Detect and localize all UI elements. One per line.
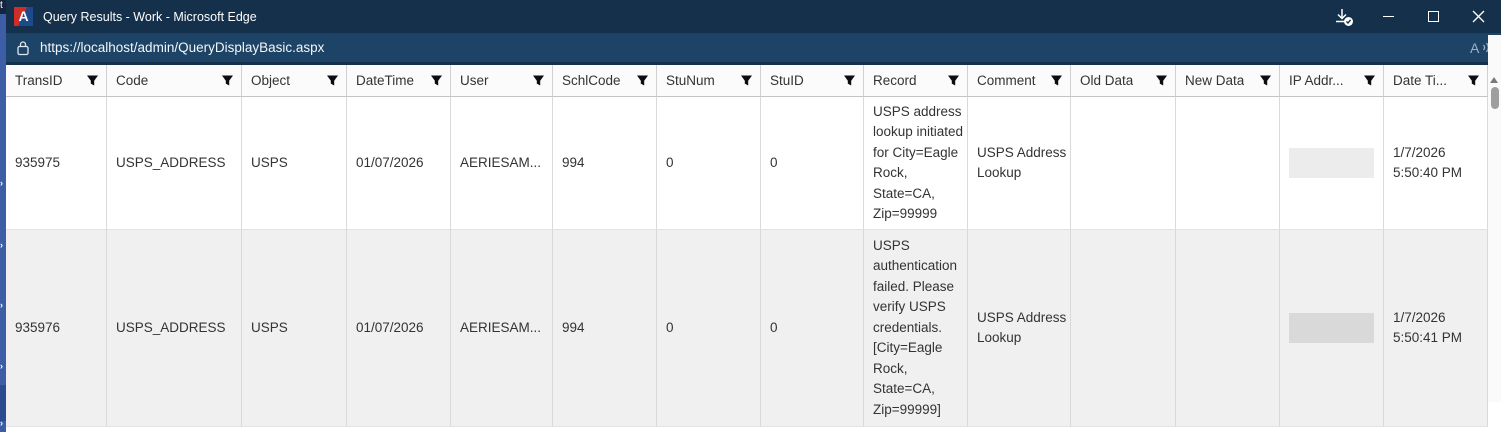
filter-icon[interactable] <box>947 74 960 87</box>
filter-icon[interactable] <box>1467 74 1480 87</box>
cell-transid: 935976 <box>6 230 107 427</box>
cell-dateti: 1/7/2026 5:50:40 PM <box>1384 97 1488 230</box>
filter-icon[interactable] <box>636 74 649 87</box>
cell-newdata <box>1176 230 1280 427</box>
edge-window: A Query Results - Work - Microsoft Edge <box>6 0 1501 432</box>
column-header-dateti[interactable]: Date Ti... <box>1384 65 1488 97</box>
filter-icon[interactable] <box>430 74 443 87</box>
cell-schlcode: 994 <box>553 230 657 427</box>
cell-datetime: 01/07/2026 <box>347 230 451 427</box>
cell-record: USPS authentication failed. Please verif… <box>864 230 968 427</box>
url-text[interactable]: https://localhost/admin/QueryDisplayBasi… <box>40 40 325 55</box>
cell-stunum: 0 <box>657 230 761 427</box>
background-strip-segment <box>0 385 6 421</box>
filter-icon[interactable] <box>326 74 339 87</box>
filter-icon[interactable] <box>1050 74 1063 87</box>
column-header-comment[interactable]: Comment <box>968 65 1071 97</box>
column-header-stuid[interactable]: StuID <box>761 65 864 97</box>
scrollbar-thumb[interactable] <box>1490 87 1499 109</box>
cell-schlcode: 994 <box>553 97 657 230</box>
background-window-text: t <box>0 0 6 14</box>
cell-dateti: 1/7/2026 5:50:41 PM <box>1384 230 1488 427</box>
column-header-transid[interactable]: TransID <box>6 65 107 97</box>
filter-icon[interactable] <box>1155 74 1168 87</box>
expand-chevron-icon[interactable]: › <box>0 178 3 188</box>
column-header-object[interactable]: Object <box>242 65 347 97</box>
column-header-schlcode[interactable]: SchlCode <box>553 65 657 97</box>
cell-user: AERIESAM... <box>451 97 553 230</box>
filter-icon[interactable] <box>221 74 234 87</box>
redacted-ip-block <box>1289 148 1374 178</box>
column-header-olddata[interactable]: Old Data <box>1071 65 1176 97</box>
cell-code: USPS_ADDRESS <box>107 97 242 230</box>
cell-stuid: 0 <box>761 230 864 427</box>
window-title: Query Results - Work - Microsoft Edge <box>43 9 257 24</box>
cell-stuid: 0 <box>761 97 864 230</box>
cell-object: USPS <box>242 230 347 427</box>
cell-code: USPS_ADDRESS <box>107 230 242 427</box>
cell-transid: 935975 <box>6 97 107 230</box>
redacted-ip-block <box>1289 313 1374 343</box>
filter-icon[interactable] <box>86 74 99 87</box>
column-header-newdata[interactable]: New Data <box>1176 65 1280 97</box>
filter-icon[interactable] <box>1259 74 1272 87</box>
cell-comment: USPS Address Lookup <box>968 97 1071 230</box>
close-icon <box>1472 10 1485 23</box>
expand-chevron-icon[interactable]: › <box>0 300 3 310</box>
background-window-edge: t › › › › › <box>0 0 6 432</box>
expand-chevron-icon[interactable]: › <box>0 361 3 371</box>
column-header-datetime[interactable]: DateTime <box>347 65 451 97</box>
maximize-button[interactable] <box>1411 0 1456 33</box>
vertical-scrollbar[interactable] <box>1488 35 1501 402</box>
aeries-favicon-icon: A <box>14 7 33 26</box>
cell-comment: USPS Address Lookup <box>968 230 1071 427</box>
cell-olddata <box>1071 230 1176 427</box>
column-header-record[interactable]: Record <box>864 65 968 97</box>
svg-text:A: A <box>1470 40 1480 56</box>
column-header-ipaddr[interactable]: IP Addr... <box>1280 65 1384 97</box>
expand-chevron-icon[interactable]: › <box>0 418 3 428</box>
cell-olddata <box>1071 97 1176 230</box>
cell-ipaddr <box>1280 97 1384 230</box>
cell-datetime: 01/07/2026 <box>347 97 451 230</box>
minimize-button[interactable] <box>1366 0 1411 33</box>
maximize-icon <box>1428 11 1439 22</box>
filter-icon[interactable] <box>740 74 753 87</box>
column-header-user[interactable]: User <box>451 65 553 97</box>
window-controls <box>1321 0 1501 33</box>
filter-icon[interactable] <box>843 74 856 87</box>
cell-ipaddr <box>1280 230 1384 427</box>
column-header-code[interactable]: Code <box>107 65 242 97</box>
filter-icon[interactable] <box>532 74 545 87</box>
scrollbar-up-arrow-icon[interactable] <box>1490 77 1498 83</box>
cell-object: USPS <box>242 97 347 230</box>
minimize-icon <box>1383 15 1394 18</box>
cell-stunum: 0 <box>657 97 761 230</box>
downloads-button[interactable] <box>1321 0 1366 33</box>
address-bar[interactable]: https://localhost/admin/QueryDisplayBasi… <box>6 33 1501 62</box>
query-results-grid: TransID Code Object DateTime User SchlCo… <box>6 65 1488 427</box>
download-icon <box>1335 8 1353 26</box>
expand-chevron-icon[interactable]: › <box>0 240 3 250</box>
window-titlebar[interactable]: A Query Results - Work - Microsoft Edge <box>6 0 1501 33</box>
filter-icon[interactable] <box>1363 74 1376 87</box>
close-button[interactable] <box>1456 0 1501 33</box>
lock-icon[interactable] <box>16 40 30 56</box>
cell-record: USPS address lookup initiated for City=E… <box>864 97 968 230</box>
grid-top-border <box>6 62 1501 65</box>
cell-user: AERIESAM... <box>451 230 553 427</box>
column-header-stunum[interactable]: StuNum <box>657 65 761 97</box>
cell-newdata <box>1176 97 1280 230</box>
